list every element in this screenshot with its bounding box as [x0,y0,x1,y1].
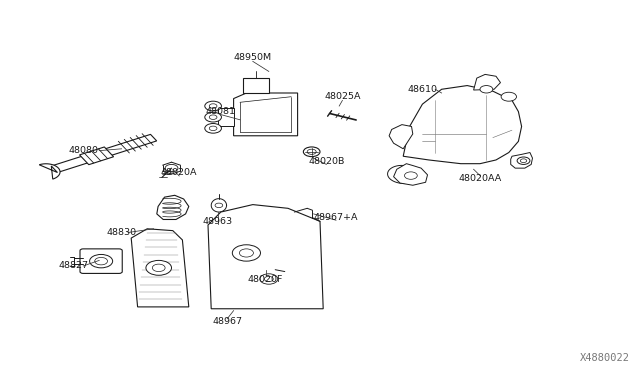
Text: 48080: 48080 [68,146,98,155]
Circle shape [152,264,165,272]
Text: X4880022: X4880022 [580,353,630,363]
Circle shape [90,254,113,268]
Circle shape [404,172,417,179]
Circle shape [209,104,217,108]
Text: 48967+A: 48967+A [314,213,358,222]
Circle shape [215,203,223,208]
Text: 48020A: 48020A [161,169,198,177]
Text: 48610: 48610 [408,85,437,94]
Circle shape [209,115,217,119]
Text: 48830: 48830 [106,228,137,237]
Text: 48025A: 48025A [324,92,361,101]
Polygon shape [79,147,113,165]
Circle shape [232,245,260,261]
Circle shape [165,164,178,172]
Polygon shape [131,229,189,307]
Polygon shape [157,195,189,219]
Text: 48020B: 48020B [308,157,344,166]
Circle shape [303,147,320,157]
Circle shape [146,260,172,275]
Polygon shape [208,205,323,309]
Circle shape [517,157,530,164]
Polygon shape [243,78,269,93]
Circle shape [205,101,221,111]
Polygon shape [389,125,413,149]
Polygon shape [403,86,522,164]
Text: 48827: 48827 [59,262,88,270]
Text: 48967: 48967 [212,317,242,326]
Ellipse shape [451,115,477,134]
Polygon shape [51,134,157,173]
Text: 48020AA: 48020AA [458,174,502,183]
Polygon shape [474,74,500,90]
Circle shape [95,257,108,265]
Circle shape [264,276,273,282]
Circle shape [480,86,493,93]
Circle shape [239,249,253,257]
FancyBboxPatch shape [80,249,122,273]
Text: 48081: 48081 [206,107,236,116]
Polygon shape [218,108,234,126]
Circle shape [307,149,316,154]
Circle shape [501,92,516,101]
Ellipse shape [444,110,484,139]
Polygon shape [511,153,532,168]
Text: 48950M: 48950M [234,53,272,62]
Text: 48963: 48963 [202,217,233,226]
Circle shape [205,112,221,122]
Text: 48020F: 48020F [248,275,284,283]
Circle shape [209,126,217,131]
Circle shape [260,274,278,284]
Circle shape [205,124,221,133]
Polygon shape [394,164,428,185]
Polygon shape [234,93,298,136]
Polygon shape [39,164,60,179]
Circle shape [520,159,527,163]
